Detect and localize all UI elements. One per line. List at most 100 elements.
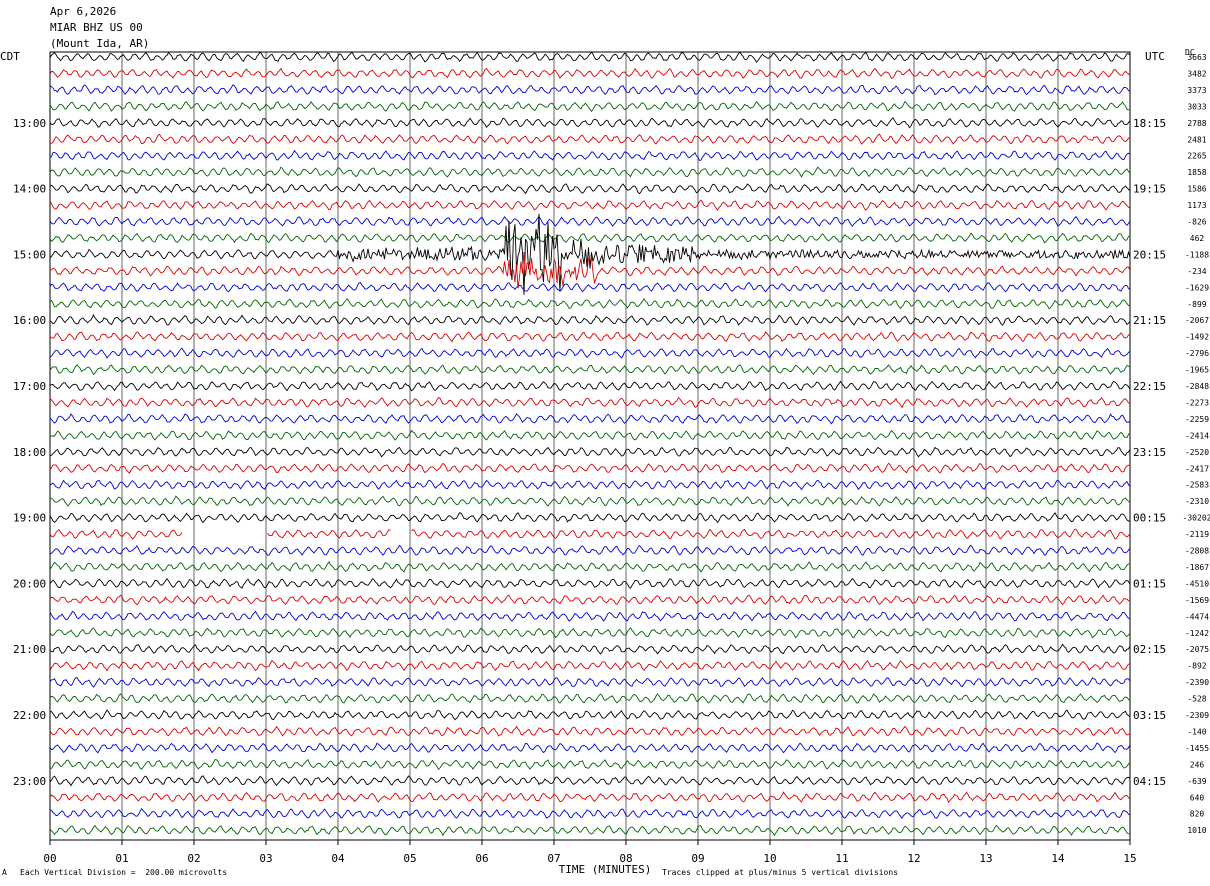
dc-offset-label: -4510 bbox=[1185, 579, 1209, 588]
right-hour-label: 20:15 bbox=[1133, 248, 1166, 261]
seismic-trace-row bbox=[49, 215, 1131, 227]
dc-offset-label: -2309 bbox=[1185, 711, 1209, 720]
seismic-trace-row bbox=[49, 314, 1131, 326]
seismic-trace-row bbox=[49, 594, 1131, 606]
header-location: (Mount Ida, AR) bbox=[50, 37, 150, 50]
seismic-trace-row bbox=[49, 51, 1131, 63]
dc-offset-label: 640 bbox=[1190, 793, 1205, 802]
seismic-trace-row bbox=[49, 495, 1131, 507]
seismic-trace-row bbox=[49, 693, 1131, 704]
x-tick-label: 13 bbox=[979, 852, 992, 865]
header: Apr 6,2026 MIAR BHZ US 00 (Mount Ida, AR… bbox=[50, 4, 149, 52]
clip-note: Traces clipped at plus/minus 5 vertical … bbox=[662, 868, 899, 877]
seismic-trace-row bbox=[49, 775, 1131, 787]
x-axis-title: TIME (MINUTES) bbox=[559, 863, 652, 876]
dc-offset-label: -1867 bbox=[1185, 563, 1209, 572]
dc-offset-label: -826 bbox=[1187, 218, 1206, 227]
dc-offset-label: -1242 bbox=[1185, 629, 1209, 638]
dc-offset-label: -2273 bbox=[1185, 398, 1209, 407]
seismic-trace-row bbox=[49, 364, 1131, 376]
seismic-trace-row bbox=[49, 133, 1131, 145]
dc-offset-label: 1858 bbox=[1187, 168, 1206, 177]
dc-offset-label: 1010 bbox=[1187, 826, 1206, 835]
left-hour-label: 15:00 bbox=[13, 248, 46, 261]
header-station: MIAR BHZ US 00 bbox=[50, 21, 143, 34]
seismic-trace-row bbox=[49, 149, 1131, 162]
dc-offset-label: -1492 bbox=[1185, 333, 1209, 342]
dc-offset-label: -30202 bbox=[1183, 514, 1210, 523]
seismic-trace-row bbox=[49, 643, 1131, 655]
dc-offset-label: -1629 bbox=[1185, 283, 1209, 292]
right-hour-label: 04:15 bbox=[1133, 775, 1166, 788]
left-hour-label: 16:00 bbox=[13, 314, 46, 327]
dc-offset-label: -2310 bbox=[1185, 497, 1209, 506]
right-hour-label: 23:15 bbox=[1133, 446, 1166, 459]
dc-offset-label: 3482 bbox=[1187, 69, 1206, 78]
left-hour-label: 20:00 bbox=[13, 577, 46, 590]
right-hour-label: 18:15 bbox=[1133, 117, 1166, 130]
dc-offset-label: -2067 bbox=[1185, 316, 1209, 325]
seismic-trace-row bbox=[49, 413, 1131, 425]
seismic-trace-row bbox=[49, 659, 1131, 672]
dc-offset-label: -2848 bbox=[1185, 382, 1209, 391]
scale-note: Each Vertical Division = 200.00 microvol… bbox=[20, 868, 228, 877]
seismic-trace-row bbox=[49, 213, 1131, 295]
seismic-trace-row bbox=[49, 166, 1131, 178]
x-tick-label: 07 bbox=[547, 852, 560, 865]
dc-offset-label: -2259 bbox=[1185, 415, 1209, 424]
left-timezone-label: CDT bbox=[0, 50, 20, 63]
right-hour-label: 03:15 bbox=[1133, 709, 1166, 722]
dc-offset-label: -2583 bbox=[1185, 481, 1209, 490]
dc-offset-label: -2417 bbox=[1185, 464, 1209, 473]
right-timezone-label: UTC bbox=[1145, 50, 1165, 63]
right-hour-label: 22:15 bbox=[1133, 380, 1166, 393]
x-tick-label: 03 bbox=[259, 852, 272, 865]
dc-offset-label: -528 bbox=[1187, 695, 1206, 704]
dc-column-label: DC bbox=[1185, 48, 1195, 57]
dc-offset-label: 3033 bbox=[1187, 102, 1206, 111]
header-date: Apr 6,2026 bbox=[50, 5, 117, 18]
seismic-trace-row bbox=[49, 251, 1131, 289]
seismic-trace-row bbox=[49, 380, 1131, 392]
dc-offset-label: 2265 bbox=[1187, 152, 1206, 161]
seismic-trace-row bbox=[49, 117, 1131, 129]
dc-offset-label: -2808 bbox=[1185, 547, 1209, 556]
dc-offset-label: 462 bbox=[1190, 234, 1205, 243]
seismic-trace-row bbox=[49, 561, 1131, 573]
footer-marker: A bbox=[2, 868, 7, 877]
seismic-trace-row bbox=[49, 528, 1131, 540]
x-tick-label: 10 bbox=[763, 852, 776, 865]
dc-offset-label: -639 bbox=[1187, 777, 1206, 786]
left-hour-label: 13:00 bbox=[13, 117, 46, 130]
dc-offset-label: 1586 bbox=[1187, 185, 1206, 194]
left-hour-label: 19:00 bbox=[13, 512, 46, 525]
x-tick-label: 11 bbox=[835, 852, 848, 865]
left-hour-label: 21:00 bbox=[13, 643, 46, 656]
right-hour-label: 01:15 bbox=[1133, 577, 1166, 590]
x-tick-label: 01 bbox=[115, 852, 128, 865]
seismic-trace-row bbox=[49, 759, 1131, 771]
right-hour-label: 00:15 bbox=[1133, 512, 1166, 525]
x-tick-label: 15 bbox=[1123, 852, 1136, 865]
seismic-trace-row bbox=[49, 577, 1131, 589]
x-tick-label: 12 bbox=[907, 852, 920, 865]
left-hour-label: 17:00 bbox=[13, 380, 46, 393]
seismic-trace-row bbox=[49, 331, 1131, 343]
seismic-trace-row bbox=[49, 479, 1131, 491]
seismic-trace-row bbox=[49, 84, 1131, 96]
seismic-trace-row bbox=[49, 627, 1131, 639]
seismic-trace-row bbox=[49, 676, 1131, 688]
seismic-trace-row bbox=[49, 725, 1131, 737]
dc-offset-label: -1188 bbox=[1185, 250, 1209, 259]
x-tick-label: 08 bbox=[619, 852, 632, 865]
x-tick-label: 05 bbox=[403, 852, 416, 865]
right-hour-label: 21:15 bbox=[1133, 314, 1166, 327]
seismic-trace-row bbox=[49, 824, 1131, 837]
x-tick-label: 09 bbox=[691, 852, 704, 865]
right-hour-label: 19:15 bbox=[1133, 183, 1166, 196]
right-hour-label: 02:15 bbox=[1133, 643, 1166, 656]
seismic-trace-row bbox=[49, 232, 1131, 244]
seismic-trace-row bbox=[49, 199, 1131, 211]
dc-offset-label: -1569 bbox=[1185, 596, 1209, 605]
